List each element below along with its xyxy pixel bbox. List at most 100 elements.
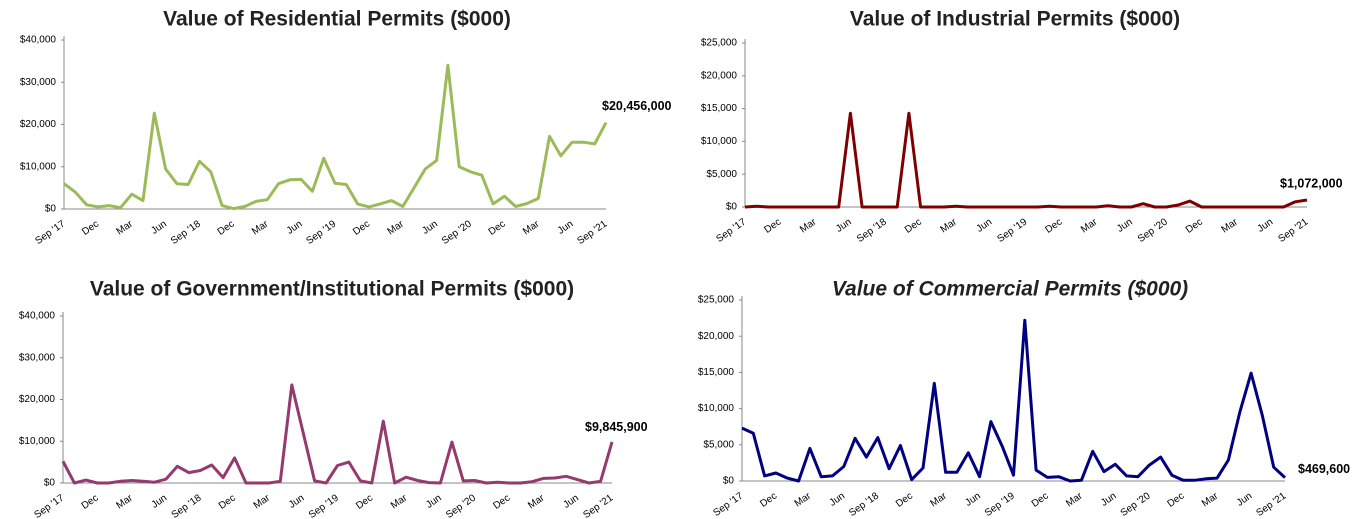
x-tick-label: Sep '19: [307, 492, 341, 519]
x-tick-label: Mar: [386, 218, 407, 237]
x-tick-label: Mar: [115, 218, 136, 237]
y-tick-label: $20,000: [701, 70, 738, 81]
x-tick-label: Jun: [420, 219, 440, 237]
y-tick-label: $0: [45, 204, 57, 215]
x-tick-label: Dec: [80, 219, 101, 238]
x-tick-label: Sep '17: [714, 216, 748, 245]
x-tick-label: Mar: [526, 492, 547, 511]
value-label: $469,600: [1298, 462, 1350, 476]
x-tick-label: Mar: [939, 216, 960, 235]
x-tick-label: Dec: [758, 491, 779, 510]
y-tick-label: $40,000: [19, 311, 56, 322]
x-tick-label: Jun: [424, 493, 444, 511]
x-tick-label: Sep '19: [995, 216, 1029, 245]
data-line: [744, 111, 1308, 209]
x-tick-label: Jun: [287, 493, 307, 511]
x-tick-label: Sep '20: [1136, 216, 1170, 245]
y-tick-label: $20,000: [19, 394, 56, 405]
x-tick-label: Mar: [793, 490, 814, 509]
x-tick-label: Sep '21: [1254, 490, 1288, 519]
x-tick-label: Mar: [250, 218, 271, 237]
x-tick-label: Dec: [487, 219, 508, 238]
x-tick-label: Sep '20: [440, 218, 474, 247]
y-tick-label: $30,000: [19, 352, 56, 363]
data-line: [741, 318, 1287, 483]
x-tick-label: Mar: [1220, 216, 1241, 235]
y-tick-label: $5,000: [706, 169, 737, 180]
x-tick-label: Dec: [1030, 491, 1051, 510]
x-tick-label: Dec: [762, 217, 783, 236]
x-tick-label: Sep '21: [575, 218, 609, 247]
x-tick-label: Dec: [1166, 491, 1187, 510]
x-tick-label: Jun: [1099, 491, 1119, 509]
x-tick-label: Sep '18: [169, 218, 203, 247]
x-tick-label: Sep '17: [32, 492, 66, 519]
y-tick-label: $15,000: [698, 367, 735, 378]
x-tick-label: Sep '19: [304, 218, 338, 247]
x-tick-label: Sep '18: [855, 216, 889, 245]
x-tick-label: Dec: [491, 493, 512, 512]
chart-title: Value of Residential Permits ($000): [163, 8, 511, 31]
x-tick-label: Jun: [561, 493, 581, 511]
y-tick-label: $20,000: [20, 119, 57, 130]
chart-title: Value of Industrial Permits ($000): [850, 8, 1180, 31]
x-tick-label: Sep '19: [983, 490, 1017, 519]
chart-panel: Value of Commercial Permits ($000) $0 $5,0…: [698, 278, 1350, 519]
x-tick-label: Jun: [149, 219, 169, 237]
y-tick-label: $15,000: [701, 103, 738, 114]
x-tick-label: Dec: [354, 493, 375, 512]
x-tick-label: Dec: [80, 493, 101, 512]
y-tick-label: $10,000: [701, 136, 738, 147]
x-tick-label: Jun: [150, 493, 170, 511]
chart-panel: Value of Government/Institutional Permit…: [19, 278, 648, 519]
y-tick-label: $25,000: [698, 295, 735, 306]
x-tick-label: Mar: [1200, 490, 1221, 509]
y-tick-label: $0: [723, 476, 735, 487]
x-tick-label: Jun: [828, 491, 848, 509]
y-tick-label: $10,000: [698, 403, 735, 414]
x-tick-label: Sep '20: [444, 492, 478, 519]
y-tick-label: $0: [726, 202, 738, 213]
x-tick-label: Dec: [217, 493, 238, 512]
x-tick-label: Mar: [114, 492, 135, 511]
x-tick-label: Dec: [351, 219, 372, 238]
x-tick-label: Jun: [556, 219, 576, 237]
y-tick-label: $25,000: [701, 38, 738, 49]
chart-panel: Value of Industrial Permits ($000) $0 $5,0…: [701, 8, 1343, 245]
x-tick-label: Sep '17: [33, 218, 67, 247]
x-tick-label: Sep '21: [581, 492, 615, 519]
chart-panel: Value of Residential Permits ($000) $0 $10…: [20, 8, 672, 247]
y-tick-label: $10,000: [19, 436, 56, 447]
x-tick-label: Mar: [1064, 490, 1085, 509]
x-tick-label: Sep '18: [847, 490, 881, 519]
x-tick-label: Jun: [975, 217, 995, 235]
x-tick-label: Mar: [521, 218, 542, 237]
x-tick-label: Jun: [1256, 217, 1276, 235]
y-tick-label: $5,000: [703, 439, 734, 450]
value-label: $9,845,900: [585, 420, 648, 434]
x-tick-label: Dec: [1043, 217, 1064, 236]
chart-title: Value of Commercial Permits ($000): [832, 278, 1188, 301]
x-tick-label: Dec: [1184, 217, 1205, 236]
x-tick-label: Mar: [1079, 216, 1100, 235]
y-tick-label: $40,000: [20, 35, 57, 46]
value-label: $20,456,000: [602, 99, 672, 113]
y-tick-label: $0: [44, 478, 56, 489]
data-line: [61, 383, 614, 485]
x-tick-label: Jun: [285, 219, 305, 237]
y-tick-label: $20,000: [698, 331, 735, 342]
x-tick-label: Dec: [216, 219, 237, 238]
chart-title: Value of Government/Institutional Permit…: [90, 278, 574, 301]
x-tick-label: Mar: [928, 490, 949, 509]
x-tick-label: Jun: [1115, 217, 1135, 235]
x-tick-label: Mar: [798, 216, 819, 235]
x-tick-label: Jun: [834, 217, 854, 235]
x-tick-label: Jun: [963, 491, 983, 509]
x-tick-label: Mar: [389, 492, 410, 511]
x-tick-label: Sep '17: [711, 490, 745, 519]
y-tick-label: $30,000: [20, 77, 57, 88]
x-tick-label: Mar: [252, 492, 273, 511]
value-label: $1,072,000: [1280, 176, 1343, 190]
x-tick-label: Sep '20: [1119, 490, 1153, 519]
